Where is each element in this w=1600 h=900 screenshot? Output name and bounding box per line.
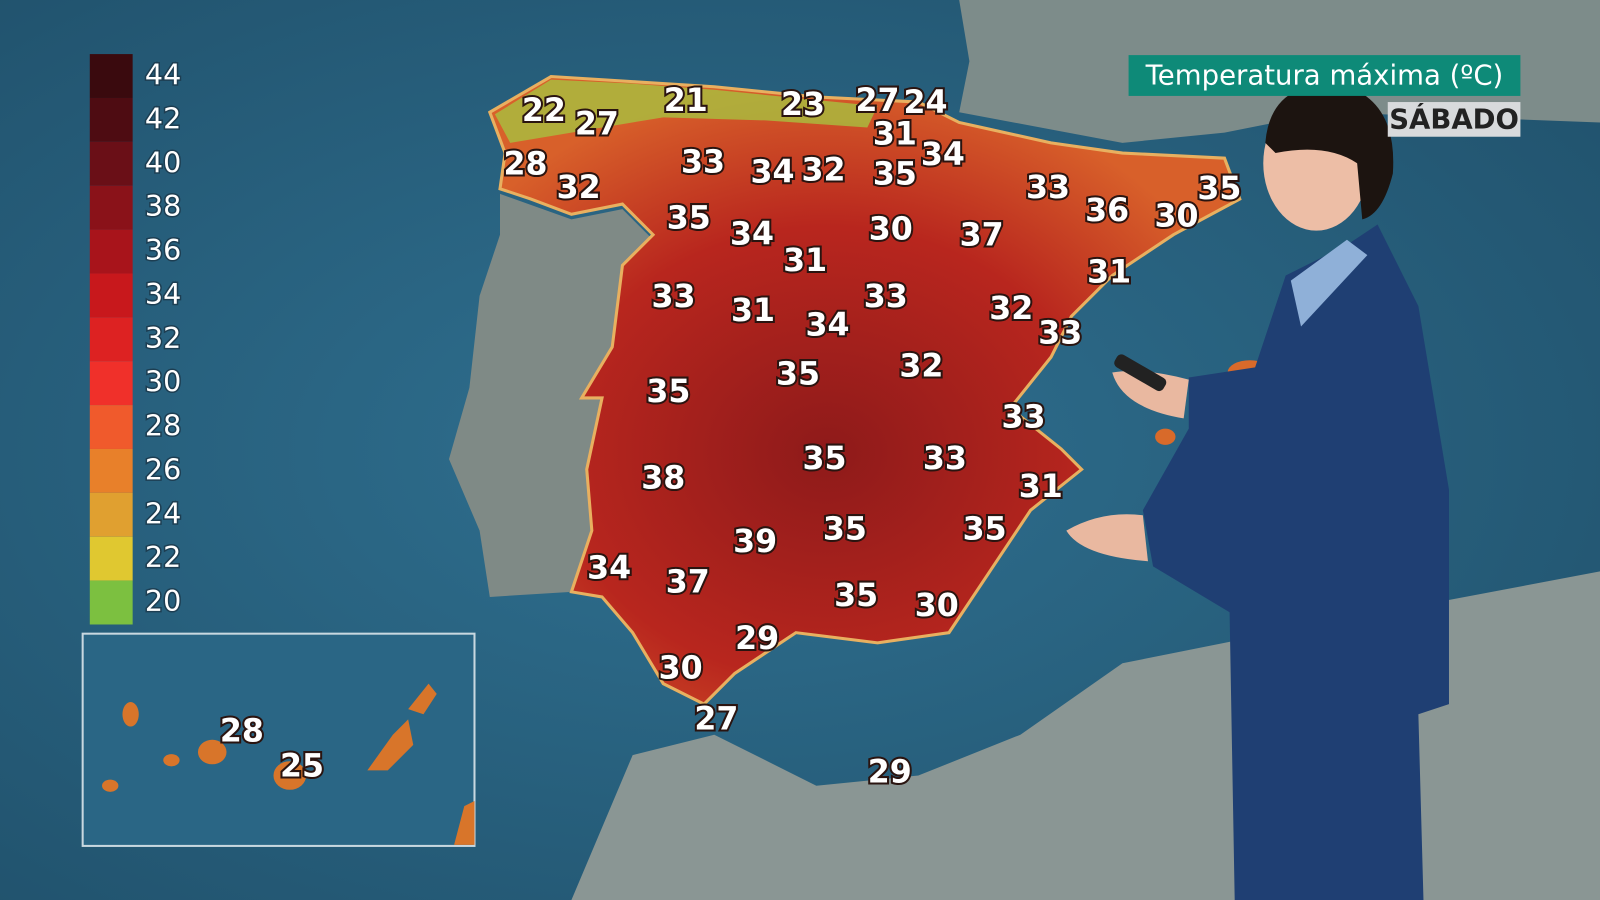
temperature: 33 (681, 144, 725, 180)
temperature: 32 (899, 348, 943, 384)
legend-label: 28 (145, 409, 181, 443)
canary-temperature: 25 (280, 748, 324, 784)
temperature: 33 (1001, 399, 1045, 435)
spain-land (487, 74, 1242, 706)
legend-swatch (89, 536, 133, 581)
temperature: 30 (1155, 198, 1199, 234)
temperature: 35 (667, 200, 711, 236)
legend-label: 22 (145, 540, 181, 574)
temperature: 35 (834, 578, 878, 614)
temperature: 33 (1038, 316, 1082, 352)
legend-label: 20 (145, 584, 181, 618)
temperature: 34 (750, 154, 794, 190)
temperature: 31 (1019, 469, 1063, 505)
temperature: 36 (1085, 193, 1129, 229)
temperature: 34 (587, 550, 631, 586)
legend-swatch (89, 492, 133, 537)
temperature: 27 (856, 83, 900, 119)
legend-swatch (89, 229, 133, 274)
presenter (1066, 83, 1449, 900)
legend-label: 32 (145, 321, 181, 355)
legend-swatch (89, 361, 133, 406)
temperature: 33 (864, 279, 908, 315)
temperature: 28 (504, 146, 548, 182)
temperature: 39 (733, 524, 777, 560)
temperature: 32 (801, 152, 845, 188)
balearic-islands (1155, 428, 1176, 445)
temperature: 31 (731, 293, 775, 329)
legend-swatch (89, 97, 133, 142)
temperature: 24 (904, 85, 948, 121)
legend-label: 34 (145, 277, 181, 311)
legend-swatch (89, 185, 133, 230)
temperature: 35 (873, 157, 917, 193)
legend-label: 36 (145, 233, 181, 267)
temperature: 35 (646, 374, 690, 410)
legend-swatch (89, 580, 133, 625)
temperature: 35 (1197, 171, 1241, 207)
temperature: 35 (776, 357, 820, 393)
canary-islands (102, 683, 475, 845)
title: Temperatura máxima (ºC) (1145, 60, 1504, 92)
legend-label: 42 (145, 101, 181, 135)
temperature: 33 (923, 441, 967, 477)
temperature: 33 (1026, 170, 1070, 206)
legend-swatch (89, 317, 133, 362)
day: SÁBADO (1389, 101, 1519, 135)
temperature: 37 (666, 565, 710, 601)
legend: 44 42 40 38 36 34 32 30 28 26 24 22 20 (89, 54, 183, 625)
temperature: 34 (921, 137, 965, 173)
temperature: 31 (873, 117, 917, 153)
legend-swatch (89, 141, 133, 186)
legend-label: 26 (145, 452, 181, 486)
temperature: 30 (659, 650, 703, 686)
temperature: 37 (960, 218, 1004, 254)
day-box (1387, 102, 1521, 137)
temperature: 27 (694, 701, 738, 737)
temperature: 29 (735, 621, 779, 657)
legend-label: 24 (145, 496, 181, 530)
temperature: 31 (783, 243, 827, 279)
temperature: 23 (781, 87, 825, 123)
temperature: 35 (963, 512, 1007, 548)
temperature: 32 (989, 291, 1033, 327)
temperature: 21 (664, 83, 708, 119)
legend-label: 38 (145, 189, 181, 223)
temperature: 31 (1087, 254, 1131, 290)
canary-inset (81, 632, 476, 847)
legend-swatch (89, 448, 133, 493)
temperature: 34 (806, 308, 850, 344)
legend-label: 30 (145, 365, 181, 399)
temperature: 27 (575, 107, 619, 143)
temperature: 30 (915, 588, 959, 624)
temperature: 32 (557, 170, 601, 206)
north-coast-green (494, 79, 878, 143)
temperature: 22 (522, 93, 566, 129)
temperature: 35 (802, 441, 846, 477)
portugal-land (448, 193, 654, 597)
temperature: 34 (730, 217, 774, 253)
legend-swatch (89, 273, 133, 318)
legend-swatch (89, 405, 133, 449)
temperature: 38 (641, 461, 685, 497)
temperature: 33 (651, 279, 695, 315)
temperature: 29 (868, 754, 912, 790)
legend-label: 44 (145, 58, 181, 92)
legend-label: 40 (145, 145, 181, 179)
legend-swatch (89, 54, 133, 98)
title-box (1128, 55, 1521, 96)
temperature: 30 (869, 212, 913, 248)
canary-temperature: 28 (220, 714, 264, 750)
temperature: 35 (823, 512, 867, 548)
